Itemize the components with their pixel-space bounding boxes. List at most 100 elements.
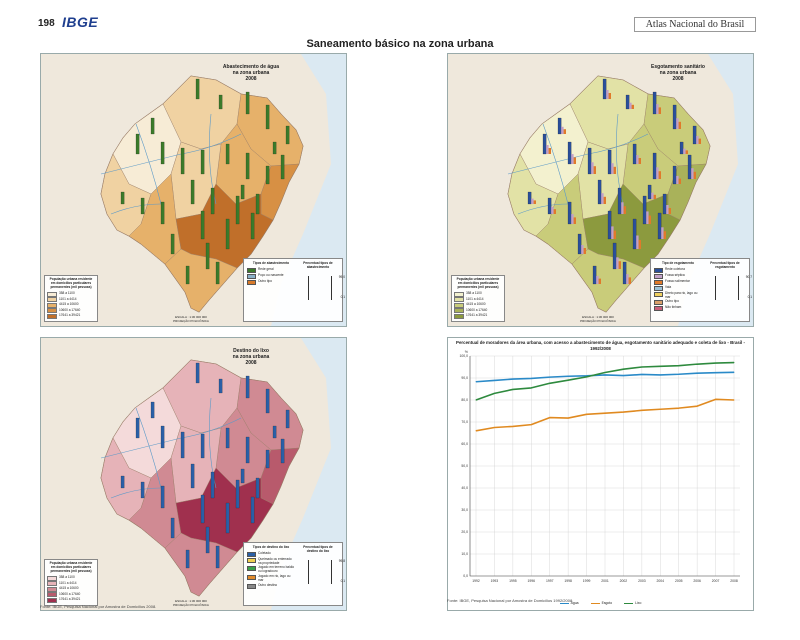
type-item: Vala <box>654 284 702 291</box>
state-region <box>100 153 152 237</box>
chart-title: Percentual de moradores da área urbana, … <box>456 340 745 351</box>
legend-label: Esgoto <box>601 601 613 606</box>
data-point <box>549 382 551 384</box>
percentage-bar <box>647 184 652 200</box>
percentage-bar <box>140 197 145 215</box>
percentage-bar <box>625 94 630 110</box>
percentage-bar <box>678 121 681 129</box>
garbage-map: Destino do lixo na zona urbana 2008 Populaç… <box>40 337 347 611</box>
population-swatch <box>47 297 57 302</box>
type-label: Vala <box>665 284 672 289</box>
percentage-bar <box>607 149 612 175</box>
percentage-bar <box>632 143 637 165</box>
percentage-bar <box>592 265 597 285</box>
percentage-bar <box>160 201 165 225</box>
percentage-bar <box>561 126 564 134</box>
legend-item: Lixo <box>624 601 641 605</box>
type-swatch <box>247 557 256 563</box>
percentage-bar <box>623 206 626 214</box>
type-label: Fossa séptica <box>665 272 685 277</box>
type-swatch <box>654 285 663 291</box>
data-point <box>530 377 532 379</box>
percentage-bar <box>225 143 230 165</box>
population-class-label: 10600 a 17640 <box>466 307 488 312</box>
percentage-bar <box>596 275 599 284</box>
percentage-bar <box>648 215 651 224</box>
population-swatch <box>47 313 57 319</box>
data-point <box>733 371 735 373</box>
percentage-bar <box>265 449 270 469</box>
percentage-bar <box>636 235 639 249</box>
percentage-max: 90,7 <box>745 275 752 279</box>
x-tick-label: 1995 <box>509 579 517 583</box>
population-class: 4415 a 10600 <box>47 586 95 592</box>
percentage-bar <box>611 163 614 174</box>
data-point <box>733 362 735 364</box>
population-class-label: 10600 a 17640 <box>59 307 81 312</box>
population-swatch <box>454 313 464 319</box>
population-swatch <box>454 297 464 302</box>
percentage-bar <box>135 133 140 155</box>
percentage-scale: 90,7 0,1 <box>715 275 752 300</box>
percentage-bar <box>280 154 285 180</box>
y-tick-label: 10,0 <box>461 552 468 556</box>
percentage-bar <box>140 481 145 499</box>
population-class: 4415 a 10600 <box>454 302 502 308</box>
population-swatch <box>454 302 464 308</box>
population-class: 1101 a 4414 <box>47 581 95 586</box>
type-item: Poço ou nascente <box>247 273 295 279</box>
percentage-bar <box>617 187 622 215</box>
percentage-legend-title: Percentual tipos de destino do lixo <box>303 545 333 553</box>
data-point <box>530 424 532 426</box>
type-item: Rede geral <box>247 267 295 273</box>
percentage-bar <box>653 194 656 199</box>
type-swatch <box>654 267 663 273</box>
percentage-bar <box>180 147 185 175</box>
percentage-bar <box>255 477 260 499</box>
data-point <box>586 376 588 378</box>
percentage-bar <box>618 261 621 269</box>
percentage-bar <box>698 138 701 144</box>
data-point <box>567 375 569 377</box>
type-label: Queimado ou enterrado na propriedade <box>258 556 292 565</box>
type-swatch <box>247 583 256 589</box>
x-tick-label: 2004 <box>657 579 665 583</box>
percentage-column: Percentual tipos de destino do lixo 99,8 0… <box>298 545 345 584</box>
population-class-label: 4415 a 10600 <box>59 586 79 591</box>
type-item: Não tinham <box>654 305 702 312</box>
percentage-bar <box>603 196 606 204</box>
percentage-bar <box>225 502 230 534</box>
percentage-bar <box>591 162 594 174</box>
percentage-bar <box>658 107 661 114</box>
map-title-line: 2008 <box>672 76 684 82</box>
percentage-bar <box>225 427 230 449</box>
atlas-title: Atlas Nacional do Brasil <box>634 17 756 32</box>
type-label: Outro tipo <box>258 278 272 283</box>
data-point <box>641 409 643 411</box>
percentage-bar <box>573 157 576 164</box>
percentage-bar <box>693 171 696 179</box>
percentage-bar <box>557 117 562 135</box>
data-point <box>659 374 661 376</box>
legend-swatch <box>624 602 634 604</box>
type-label: Não tinham <box>665 305 682 310</box>
data-point <box>530 387 532 389</box>
percentage-bar <box>646 211 649 224</box>
chart-legend: Água Esgoto Lixo <box>448 601 753 605</box>
data-point <box>512 388 514 390</box>
type-item: Jogado em rio, lago ou mar <box>247 574 295 583</box>
type-label: Jogado em terreno baldio ou logradouro <box>258 565 295 574</box>
x-tick-label: 1996 <box>528 579 536 583</box>
percentage-bar <box>613 230 616 239</box>
data-point <box>696 372 698 374</box>
x-tick-label: 2008 <box>730 579 738 583</box>
data-point <box>715 398 717 400</box>
percentage-bar <box>240 468 245 484</box>
data-point <box>715 372 717 374</box>
y-tick-label: 30,0 <box>461 508 468 512</box>
x-tick-label: 2006 <box>693 579 701 583</box>
data-point <box>475 430 477 432</box>
percentage-bar <box>597 179 602 205</box>
percentage-bar <box>598 278 601 284</box>
population-legend: População urbana residente em domicílios… <box>44 559 98 606</box>
